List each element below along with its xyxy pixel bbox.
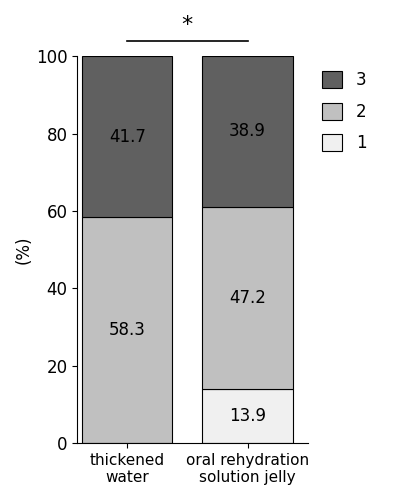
Text: 13.9: 13.9 — [229, 407, 266, 425]
Bar — [82, 56, 172, 218]
Text: *: * — [182, 15, 193, 35]
Bar — [82, 218, 172, 443]
Text: 47.2: 47.2 — [229, 289, 266, 307]
Legend: 3, 2, 1: 3, 2, 1 — [316, 64, 373, 159]
Text: 38.9: 38.9 — [229, 122, 266, 140]
Bar — [202, 389, 293, 443]
Y-axis label: (%): (%) — [15, 236, 33, 264]
Text: 58.3: 58.3 — [109, 321, 146, 339]
Bar — [202, 56, 293, 206]
Bar — [202, 206, 293, 389]
Text: 41.7: 41.7 — [109, 128, 146, 146]
